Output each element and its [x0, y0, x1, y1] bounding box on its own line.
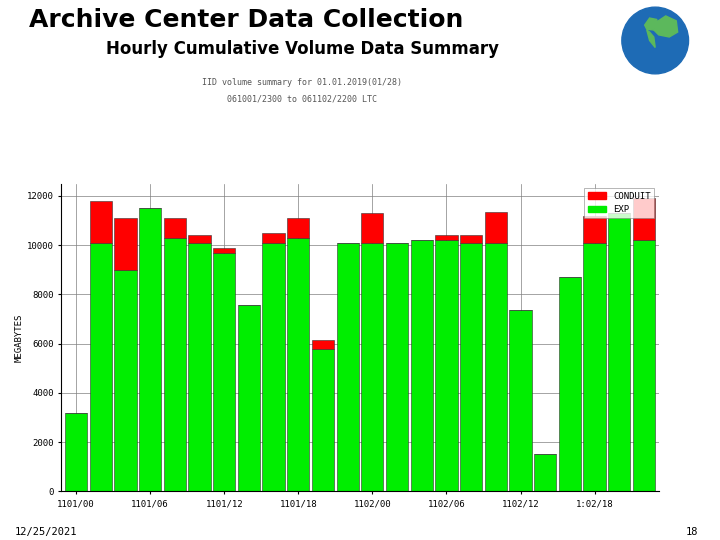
Bar	[213, 253, 235, 491]
Text: Archive Center Data Collection: Archive Center Data Collection	[29, 8, 463, 32]
Bar	[633, 240, 655, 491]
Text: 12/25/2021: 12/25/2021	[14, 527, 77, 537]
Bar	[460, 235, 482, 242]
Legend: CONDUIT, EXP: CONDUIT, EXP	[584, 188, 654, 218]
Bar	[287, 218, 310, 238]
Bar	[238, 306, 260, 491]
Bar	[336, 242, 359, 491]
Text: Hourly Cumulative Volume Data Summary: Hourly Cumulative Volume Data Summary	[106, 40, 499, 58]
Bar	[114, 270, 137, 491]
Bar	[163, 238, 186, 491]
Bar	[583, 215, 606, 242]
Bar	[114, 218, 137, 270]
Bar	[460, 242, 482, 491]
Bar	[287, 238, 310, 491]
Bar	[509, 310, 531, 491]
Polygon shape	[644, 18, 659, 30]
Polygon shape	[654, 16, 678, 37]
Bar	[89, 242, 112, 491]
Bar	[312, 349, 334, 491]
Bar	[559, 277, 581, 491]
Bar	[436, 240, 457, 491]
Ellipse shape	[622, 7, 688, 74]
Bar	[485, 212, 507, 242]
Bar	[361, 213, 384, 242]
Bar	[534, 455, 557, 491]
Bar	[189, 242, 210, 491]
Bar	[608, 213, 631, 491]
Bar	[189, 235, 210, 242]
Bar	[263, 233, 284, 242]
Bar	[263, 242, 284, 491]
Bar	[65, 413, 87, 491]
Bar	[213, 248, 235, 253]
Y-axis label: MEGABYTES: MEGABYTES	[15, 313, 24, 362]
Text: 18: 18	[686, 527, 698, 537]
Bar	[583, 242, 606, 491]
Bar	[163, 218, 186, 238]
Bar	[139, 208, 161, 491]
Bar	[436, 235, 457, 240]
Text: IID volume summary for 01.01.2019(01/28): IID volume summary for 01.01.2019(01/28)	[202, 78, 402, 87]
Bar	[312, 340, 334, 349]
Polygon shape	[647, 30, 655, 48]
Bar	[633, 198, 655, 240]
Bar	[485, 242, 507, 491]
Bar	[361, 242, 384, 491]
Bar	[89, 201, 112, 242]
Bar	[410, 240, 433, 491]
Bar	[386, 242, 408, 491]
Text: 061001/2300 to 061102/2200 LTC: 061001/2300 to 061102/2200 LTC	[228, 94, 377, 104]
